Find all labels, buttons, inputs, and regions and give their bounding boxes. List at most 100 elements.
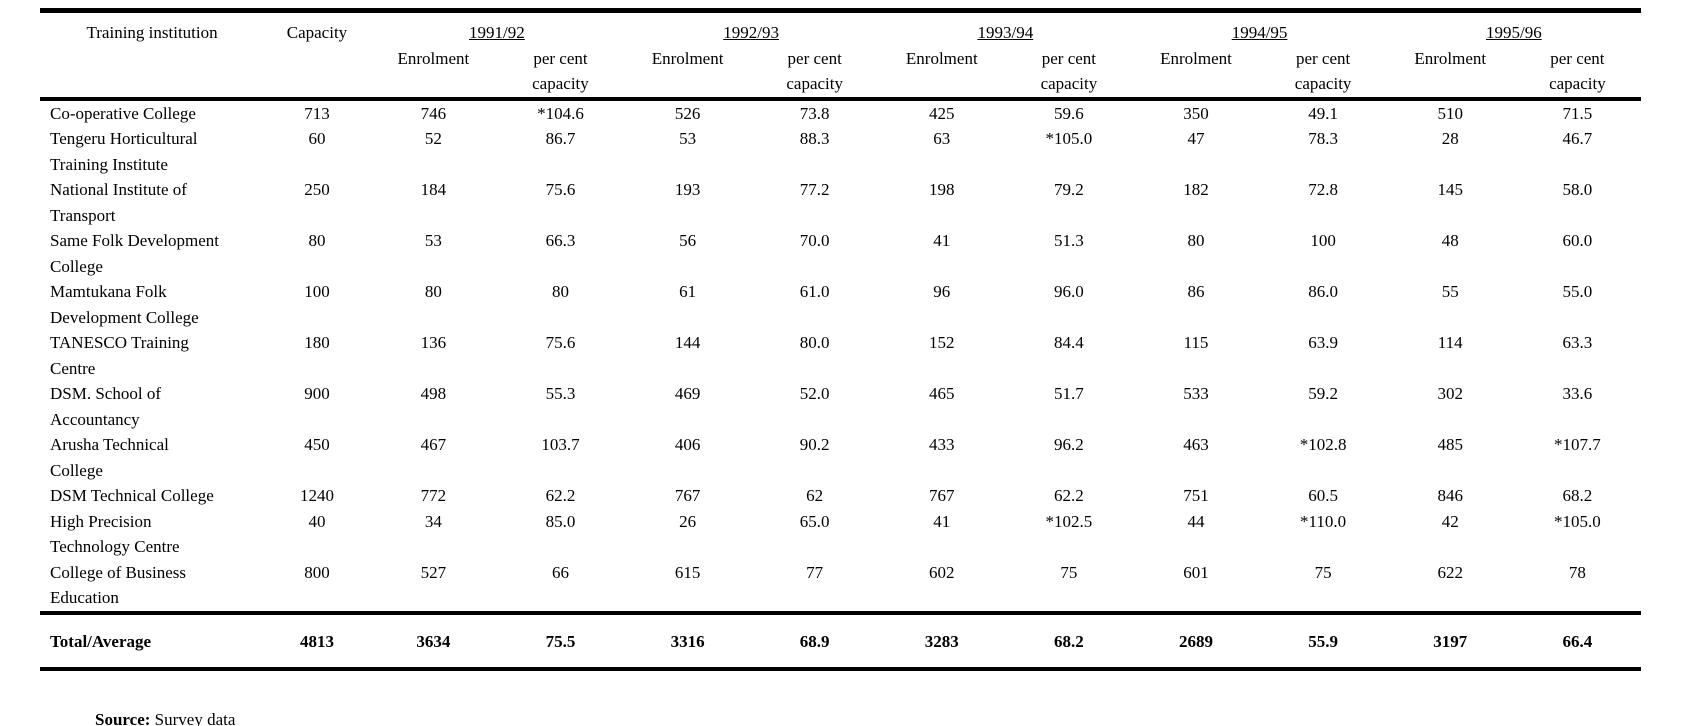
percent-capacity-cell: *104.6 xyxy=(537,103,584,123)
percent-capacity-cell: *110.0 xyxy=(1300,511,1347,531)
enrolment-cell: 527 xyxy=(420,562,447,582)
table-row: College of Business Education 800 527 66 615… xyxy=(40,560,1641,613)
percent-capacity-cell: 61.0 xyxy=(799,282,830,301)
enrolment-cell: 28 xyxy=(1441,129,1459,148)
capacity-cell: 1240 xyxy=(299,486,334,505)
year-label: 1995/96 xyxy=(1485,23,1542,42)
percent-capacity-cell: 70.0 xyxy=(799,231,830,250)
enrolment-cell: 48 xyxy=(1441,231,1459,250)
enrolment-cell: 198 xyxy=(929,180,955,199)
percent-capacity-cell: 90.2 xyxy=(799,435,830,454)
enrolment-cell: 601 xyxy=(1183,562,1209,582)
percent-capacity-cell: 75.6 xyxy=(545,333,576,352)
capacity-cell: 713 xyxy=(304,103,330,123)
enrolment-cell: 767 xyxy=(674,486,701,505)
enrolment-cell: 772 xyxy=(420,486,447,505)
capacity-cell: 100 xyxy=(304,282,330,301)
enrolment-cell: 406 xyxy=(674,435,701,454)
percent-capacity-cell: 96.2 xyxy=(1054,435,1084,454)
enrolment-cell: 846 xyxy=(1437,486,1463,505)
year-label: 1992/93 xyxy=(723,23,779,42)
enrolment-cell: 751 xyxy=(1183,486,1209,505)
percent-capacity-cell: 46.7 xyxy=(1562,129,1593,148)
percent-capacity-cell: 78.3 xyxy=(1308,129,1338,148)
table-header: Training institution Capacity 1991/92 19… xyxy=(40,11,1641,99)
percent-capacity-cell: 80 xyxy=(551,282,569,301)
enrolment-cell: 61 xyxy=(679,282,697,301)
col-header-year-1994-95: 1994/95 xyxy=(1132,11,1386,46)
source-note: Source: Survey data xyxy=(95,707,1641,726)
enrolment-cell: 136 xyxy=(420,333,447,352)
enrolment-cell: 41 xyxy=(933,231,951,250)
total-percent-cell: 68.9 xyxy=(799,631,830,651)
enrolment-cell: 602 xyxy=(929,562,955,582)
col-header-year-1995-96: 1995/96 xyxy=(1387,11,1641,46)
percent-capacity-cell: 88.3 xyxy=(799,129,830,148)
total-row: Total/Average 4813 3634 75.5 3316 68.9 3… xyxy=(40,613,1641,670)
percent-capacity-cell: 51.3 xyxy=(1054,231,1084,250)
enrolment-cell: 53 xyxy=(424,231,442,250)
percent-capacity-cell: 72.8 xyxy=(1308,180,1338,199)
col-header-percent-capacity: per cent capacity xyxy=(786,48,843,94)
enrolment-cell: 56 xyxy=(679,231,697,250)
col-header-percent-capacity: per cent capacity xyxy=(532,48,589,94)
percent-capacity-cell: 65.0 xyxy=(799,511,830,531)
percent-capacity-cell: 71.5 xyxy=(1562,103,1593,123)
percent-capacity-cell: 96.0 xyxy=(1054,282,1084,301)
capacity-cell: 800 xyxy=(304,562,330,582)
col-header-enrolment: Enrolment xyxy=(1414,48,1487,68)
percent-capacity-cell: *102.8 xyxy=(1299,435,1347,454)
percent-capacity-cell: 66.3 xyxy=(545,231,576,250)
institution-cell: DSM Technical College xyxy=(50,486,214,505)
enrolment-cell: 115 xyxy=(1183,333,1209,352)
col-header-percent-capacity: per cent capacity xyxy=(1294,48,1352,94)
year-label: 1991/92 xyxy=(469,23,525,42)
enrolment-cell: 469 xyxy=(674,384,701,403)
total-enrolment-cell: 2689 xyxy=(1179,631,1213,651)
table-row: TANESCO Training Centre 180 136 75.6 144 80.0… xyxy=(40,330,1641,381)
percent-capacity-cell: 75.6 xyxy=(545,180,576,199)
percent-capacity-cell: 80.0 xyxy=(799,333,830,352)
enrolment-cell: 114 xyxy=(1437,333,1463,352)
col-header-enrolment: Enrolment xyxy=(905,48,978,68)
table-row: DSM. School of Accountancy 900 498 55.3 469 5… xyxy=(40,381,1641,432)
enrolment-cell: 526 xyxy=(674,103,701,123)
enrolment-cell: 615 xyxy=(674,562,701,582)
enrolment-cell: 193 xyxy=(674,180,701,199)
enrolment-cell: 53 xyxy=(679,129,697,148)
col-header-enrolment: Enrolment xyxy=(651,48,724,68)
enrolment-cell: 42 xyxy=(1441,511,1459,531)
institution-cell: National Institute of Transport xyxy=(50,180,187,225)
table-body: Co-operative College 713 746 *104.6 526 73.8 4… xyxy=(40,99,1641,613)
enrolment-cell: 746 xyxy=(420,103,447,123)
institution-cell: TANESCO Training Centre xyxy=(50,333,189,378)
percent-capacity-cell: 62.2 xyxy=(1054,486,1084,505)
table-row: DSM Technical College 1240 772 62.2 767 62 767… xyxy=(40,483,1641,509)
enrolment-cell: 467 xyxy=(420,435,447,454)
enrolment-cell: 47 xyxy=(1187,129,1205,148)
capacity-cell: 80 xyxy=(308,231,326,250)
capacity-cell: 900 xyxy=(304,384,330,403)
percent-capacity-cell: 52.0 xyxy=(799,384,830,403)
col-header-percent-capacity: per cent capacity xyxy=(1549,48,1606,94)
percent-capacity-cell: *107.7 xyxy=(1554,435,1601,454)
percent-capacity-cell: 75 xyxy=(1060,562,1078,582)
institution-cell: Arusha Technical College xyxy=(50,435,169,480)
enrolment-cell: 44 xyxy=(1187,511,1205,531)
institution-cell: DSM. School of Accountancy xyxy=(50,384,161,429)
percent-capacity-cell: *102.5 xyxy=(1045,511,1093,531)
enrolment-cell: 622 xyxy=(1437,562,1463,582)
col-header-capacity: Capacity xyxy=(286,23,348,42)
enrolment-cell: 152 xyxy=(929,333,955,352)
enrolment-cell: 350 xyxy=(1183,103,1209,123)
institution-cell: Tengeru Horticultural Training Institute xyxy=(50,129,198,174)
enrolment-cell: 767 xyxy=(929,486,955,505)
percent-capacity-cell: 60.5 xyxy=(1308,486,1338,505)
table-row: National Institute of Transport 250 184 75.… xyxy=(40,177,1641,228)
percent-capacity-cell: 79.2 xyxy=(1054,180,1084,199)
percent-capacity-cell: 59.6 xyxy=(1054,103,1084,123)
enrolment-cell: 433 xyxy=(929,435,955,454)
col-header-year-1991-92: 1991/92 xyxy=(370,11,624,46)
col-header-year-1993-94: 1993/94 xyxy=(878,11,1132,46)
